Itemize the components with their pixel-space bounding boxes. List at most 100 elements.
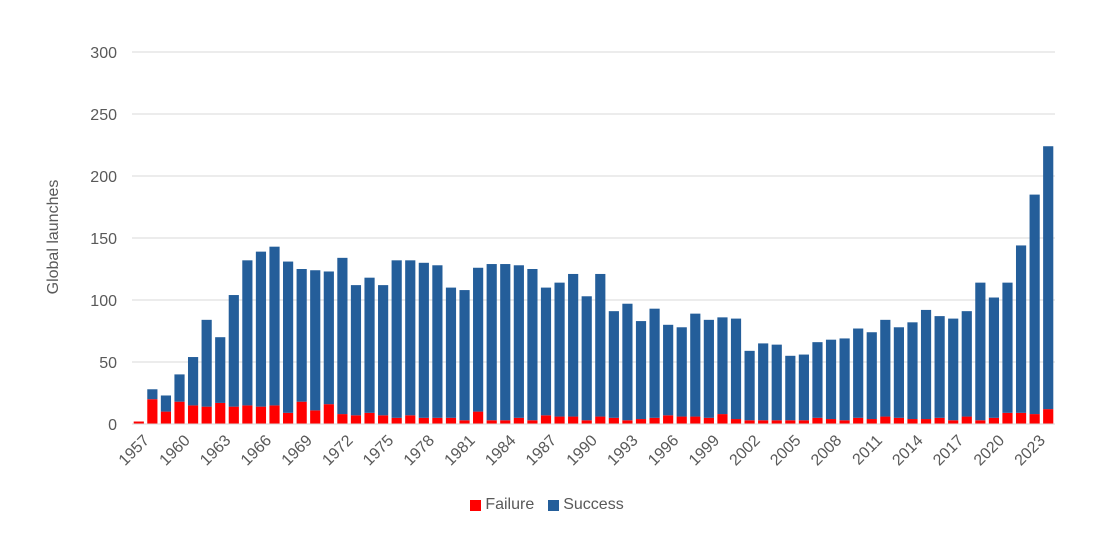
- x-tick-label: 2008: [808, 432, 845, 469]
- bar-failure-1974: [364, 412, 375, 424]
- bar-success-1977: [405, 260, 416, 416]
- bar-success-1996: [663, 324, 674, 416]
- x-tick-label: 1957: [116, 432, 153, 469]
- bar-success-1995: [649, 308, 660, 418]
- bar-failure-2017: [948, 420, 959, 424]
- bar-failure-1982: [473, 411, 484, 424]
- bar-success-2000: [717, 317, 728, 415]
- x-tick-label: 2011: [850, 432, 886, 468]
- bar-failure-1981: [459, 420, 470, 424]
- bar-failure-1994: [635, 419, 647, 424]
- bar-failure-1971: [323, 404, 334, 424]
- y-tick-label: 100: [90, 293, 117, 310]
- bar-success-1960: [174, 374, 185, 402]
- bar-success-1992: [608, 311, 619, 418]
- bar-success-1974: [364, 277, 375, 413]
- x-tick-label: 1966: [238, 432, 275, 469]
- bar-failure-2005: [785, 420, 796, 424]
- x-tick-label: 2017: [930, 432, 967, 469]
- bar-failure-1979: [432, 417, 443, 424]
- x-tick-label: 1987: [523, 432, 560, 469]
- bar-success-1975: [378, 285, 389, 416]
- y-tick-label: 150: [90, 231, 117, 248]
- bar-failure-2002: [744, 420, 755, 424]
- bar-failure-1957: [133, 421, 144, 424]
- bar-failure-1993: [622, 420, 633, 424]
- bar-failure-1975: [378, 415, 389, 424]
- bar-success-2014: [907, 322, 918, 420]
- y-tick-label: 250: [90, 107, 117, 124]
- bar-success-1981: [459, 290, 470, 421]
- x-tick-label: 1972: [319, 432, 356, 469]
- bar-failure-1977: [405, 415, 416, 424]
- x-tick-label: 1984: [482, 432, 519, 469]
- bar-success-1984: [500, 264, 511, 421]
- x-tick-label: 1975: [360, 432, 397, 469]
- bar-failure-1960: [174, 401, 185, 424]
- x-tick-label: 1978: [401, 432, 438, 469]
- bar-failure-1992: [608, 417, 619, 424]
- x-tick-label: 2023: [1012, 432, 1049, 469]
- bar-success-2004: [771, 344, 782, 421]
- bar-failure-2004: [771, 420, 782, 424]
- bar-failure-2018: [961, 416, 972, 424]
- bar-success-1971: [323, 271, 334, 405]
- bar-success-1989: [568, 273, 579, 417]
- bar-failure-2003: [758, 420, 769, 424]
- bar-success-2017: [948, 318, 959, 421]
- bar-failure-1967: [269, 405, 280, 424]
- bar-failure-2009: [839, 420, 850, 424]
- bar-success-2021: [1002, 282, 1013, 413]
- bar-success-1980: [445, 287, 457, 418]
- bar-failure-2023: [1029, 414, 1040, 424]
- bar-success-2005: [785, 355, 796, 421]
- bar-success-2013: [893, 327, 904, 418]
- x-tick-label: 2014: [889, 432, 926, 469]
- x-tick-label: 1981: [442, 432, 479, 469]
- bar-failure-2012: [880, 416, 891, 424]
- bar-failure-2008: [825, 419, 837, 424]
- bar-failure-2007: [812, 417, 823, 424]
- bar-success-1991: [595, 273, 606, 417]
- bar-success-1994: [635, 321, 647, 420]
- bar-failure-2000: [717, 414, 728, 424]
- bar-failure-1988: [554, 416, 565, 424]
- bar-failure-1996: [663, 415, 674, 424]
- legend-swatch-failure: [470, 499, 482, 511]
- bar-failure-1970: [310, 410, 321, 424]
- bar-failure-1976: [391, 417, 402, 424]
- bar-failure-1978: [418, 417, 429, 424]
- legend: Failure Success: [0, 496, 1094, 514]
- bar-failure-2022: [1015, 412, 1027, 424]
- bar-success-2016: [934, 316, 945, 418]
- x-axis-ticks: 1957 1960 1963 1966 1969 1972 1975 1978 1981 1984…: [116, 432, 1049, 469]
- bar-failure-2024: [1043, 409, 1054, 424]
- bar-success-1998: [690, 313, 701, 417]
- bar-success-1997: [676, 327, 687, 417]
- bar-failure-2013: [893, 417, 904, 424]
- bar-success-1983: [486, 264, 497, 421]
- bar-success-2009: [839, 338, 850, 421]
- bar-failure-2019: [975, 420, 986, 424]
- bar-success-1979: [432, 265, 443, 418]
- bar-success-1968: [283, 261, 294, 413]
- bar-failure-2011: [866, 419, 877, 424]
- legend-item-failure: Failure: [470, 496, 534, 514]
- bar-failure-1962: [201, 406, 212, 424]
- legend-item-success: Success: [548, 496, 624, 514]
- bar-success-1986: [527, 269, 538, 421]
- y-tick-label: 200: [90, 169, 117, 186]
- bar-failure-1973: [350, 415, 362, 424]
- x-tick-label: 1996: [645, 432, 682, 469]
- bar-success-2015: [920, 309, 932, 420]
- y-tick-label: 50: [99, 355, 117, 372]
- bar-success-1993: [622, 303, 633, 421]
- bar-success-1990: [581, 296, 592, 421]
- x-tick-label: 1993: [604, 432, 641, 469]
- bar-failure-1965: [242, 405, 253, 424]
- bar-failure-1997: [676, 416, 687, 424]
- x-tick-label: 1960: [157, 432, 194, 469]
- bar-success-1966: [255, 251, 267, 407]
- bar-failure-1980: [445, 417, 457, 424]
